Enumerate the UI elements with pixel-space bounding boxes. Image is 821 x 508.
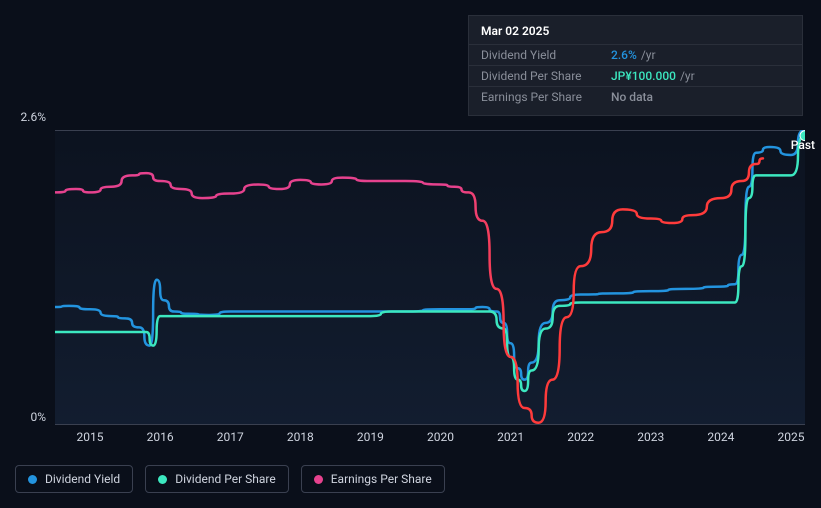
tooltip-row: Dividend Yield 2.6% /yr bbox=[469, 44, 802, 65]
tooltip-label: Earnings Per Share bbox=[481, 90, 611, 104]
legend-label: Dividend Per Share bbox=[175, 472, 276, 486]
x-axis-tick: 2022 bbox=[567, 430, 594, 444]
x-axis-tick: 2021 bbox=[497, 430, 524, 444]
chart-lines bbox=[55, 130, 805, 425]
chart-legend: Dividend Yield Dividend Per Share Earnin… bbox=[15, 465, 445, 493]
past-label: Past bbox=[791, 138, 815, 152]
legend-item-dividend-per-share[interactable]: Dividend Per Share bbox=[145, 465, 289, 493]
x-axis-tick: 2018 bbox=[287, 430, 314, 444]
tooltip-label: Dividend Yield bbox=[481, 48, 611, 62]
tooltip-unit: /yr bbox=[641, 48, 656, 62]
legend-item-dividend-yield[interactable]: Dividend Yield bbox=[15, 465, 133, 493]
chart-plot[interactable] bbox=[55, 130, 805, 425]
legend-label: Dividend Yield bbox=[45, 472, 120, 486]
y-axis-max: 2.6% bbox=[6, 110, 46, 124]
tooltip-date: Mar 02 2025 bbox=[469, 24, 802, 44]
tooltip-row: Earnings Per Share No data bbox=[469, 86, 802, 107]
x-axis-tick: 2024 bbox=[707, 430, 734, 444]
x-axis-tick: 2023 bbox=[637, 430, 664, 444]
legend-item-earnings-per-share[interactable]: Earnings Per Share bbox=[301, 465, 445, 493]
x-axis-tick: 2017 bbox=[217, 430, 244, 444]
tooltip-row: Dividend Per Share JP¥100.000 /yr bbox=[469, 65, 802, 86]
y-axis-min: 0% bbox=[6, 410, 46, 424]
tooltip-unit: /yr bbox=[680, 69, 695, 83]
legend-dot bbox=[28, 475, 37, 484]
x-axis-tick: 2015 bbox=[77, 430, 104, 444]
legend-label: Earnings Per Share bbox=[331, 472, 432, 486]
tooltip-label: Dividend Per Share bbox=[481, 69, 611, 83]
tooltip-value: 2.6% bbox=[611, 48, 637, 62]
chart-tooltip: Mar 02 2025 Dividend Yield 2.6% /yr Divi… bbox=[468, 15, 803, 116]
x-axis-tick: 2020 bbox=[427, 430, 454, 444]
x-axis-tick: 2016 bbox=[147, 430, 174, 444]
legend-dot bbox=[158, 475, 167, 484]
x-axis-tick: 2019 bbox=[357, 430, 384, 444]
x-axis-tick: 2025 bbox=[777, 430, 804, 444]
tooltip-value: JP¥100.000 bbox=[611, 69, 676, 83]
legend-dot bbox=[314, 475, 323, 484]
chart-area: 2.6% 0% Past 2015 2016 2017 2018 2019 2020 202… bbox=[0, 110, 821, 450]
tooltip-value: No data bbox=[611, 90, 653, 104]
